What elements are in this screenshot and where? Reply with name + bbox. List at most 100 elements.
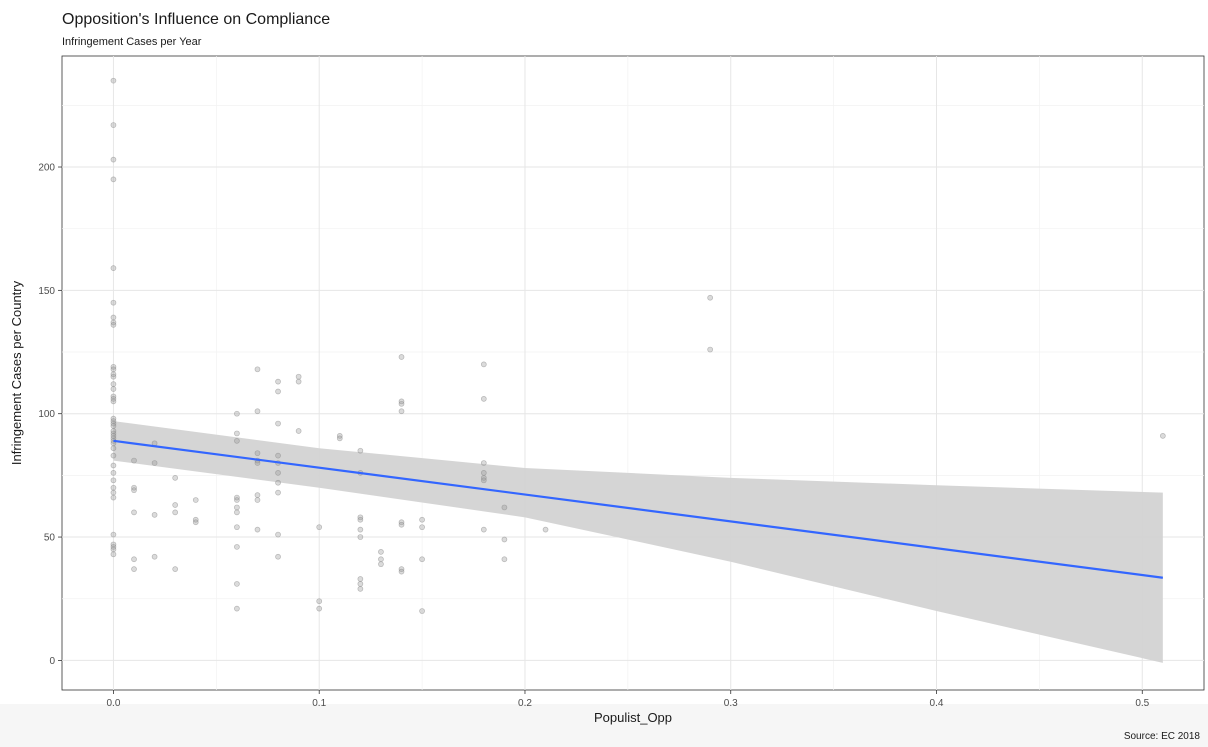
data-point [275,420,281,427]
data-point [357,581,364,587]
data-point [234,581,240,587]
data-point [110,366,117,373]
data-point [192,497,199,503]
data-point [110,314,117,321]
data-point [378,556,384,563]
y-axis-ticks: 0 50 100 150 200 [38,163,62,667]
data-point [357,516,364,523]
data-point [480,526,487,533]
data-point [172,509,179,516]
fit-line-layer [113,439,1163,579]
data-point [480,460,487,466]
data-point [501,556,508,563]
data-point [398,521,405,528]
x-axis-title: Populist_Opp [594,710,672,725]
data-point [254,408,261,415]
data-point [357,586,364,592]
data-point [275,553,281,560]
data-point [378,549,384,555]
y-tick-label: 150 [38,286,55,297]
data-point [110,489,117,496]
bottom-strip [0,704,1208,747]
data-point [398,400,405,407]
data-point [110,398,117,405]
data-point [480,361,487,368]
data-point [275,470,281,476]
data-point [110,322,117,328]
data-point [275,479,281,486]
data-point [398,568,405,575]
data-point [480,470,487,476]
data-point [254,460,261,466]
data-point [110,386,117,392]
confidence-band [113,421,1163,663]
data-point [357,447,364,454]
data-point [234,544,240,550]
data-point [357,576,364,582]
regression-line [113,439,1163,579]
data-point [172,474,179,481]
data-point [378,561,384,568]
data-point [501,536,508,543]
data-point [480,396,487,402]
data-point [110,462,117,469]
chart-title: Opposition's Influence on Compliance [62,11,330,28]
data-point [110,265,117,272]
data-point [110,381,117,387]
y-tick-label: 200 [38,163,55,174]
data-point [151,511,158,518]
data-point [707,346,714,353]
data-point [707,294,714,301]
data-point [357,534,364,540]
data-point [151,553,158,560]
caption-source: Source: EC 2018 [1124,731,1201,742]
data-point [254,492,261,498]
data-point [316,605,323,612]
data-point [110,551,117,558]
y-tick-label: 0 [49,656,55,667]
data-point [172,566,179,572]
x-tick-label: 0.3 [724,698,738,709]
data-point [275,378,281,385]
data-point [254,497,261,503]
data-point [295,428,302,434]
data-point [131,566,137,572]
data-point [151,460,158,466]
data-point [110,122,117,128]
x-tick-label: 0.1 [312,698,326,709]
data-point [419,556,425,563]
data-point [234,430,240,437]
data-point [398,408,405,415]
data-point [110,423,117,429]
x-tick-label: 0.4 [930,698,944,709]
data-point [131,487,137,494]
data-point [254,526,261,533]
data-point [254,366,261,373]
data-point [110,452,117,459]
data-point [234,497,240,503]
chart-subtitle: Infringement Cases per Year [62,36,202,48]
data-point [316,524,323,531]
data-point [398,354,405,360]
data-point [419,524,425,531]
data-point [131,556,137,563]
data-point [501,504,508,511]
y-axis-title: Infringement Cases per Country [9,280,24,465]
data-point [295,378,302,385]
data-point [480,477,487,484]
data-point [110,373,117,380]
data-point [110,477,117,484]
data-point [1159,433,1166,439]
data-point [254,450,261,457]
data-point [542,526,549,533]
data-point [234,605,240,612]
data-point [192,519,199,526]
data-point [419,608,425,614]
x-tick-label: 0.0 [106,698,120,709]
data-point [172,502,179,508]
x-tick-label: 0.2 [518,698,532,709]
data-point [275,489,281,496]
data-point [110,546,117,553]
data-point [110,470,117,476]
